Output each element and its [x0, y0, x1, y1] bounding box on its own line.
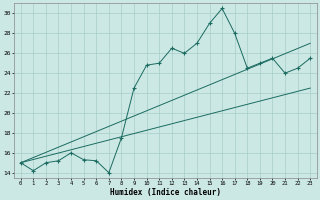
- X-axis label: Humidex (Indice chaleur): Humidex (Indice chaleur): [110, 188, 221, 197]
